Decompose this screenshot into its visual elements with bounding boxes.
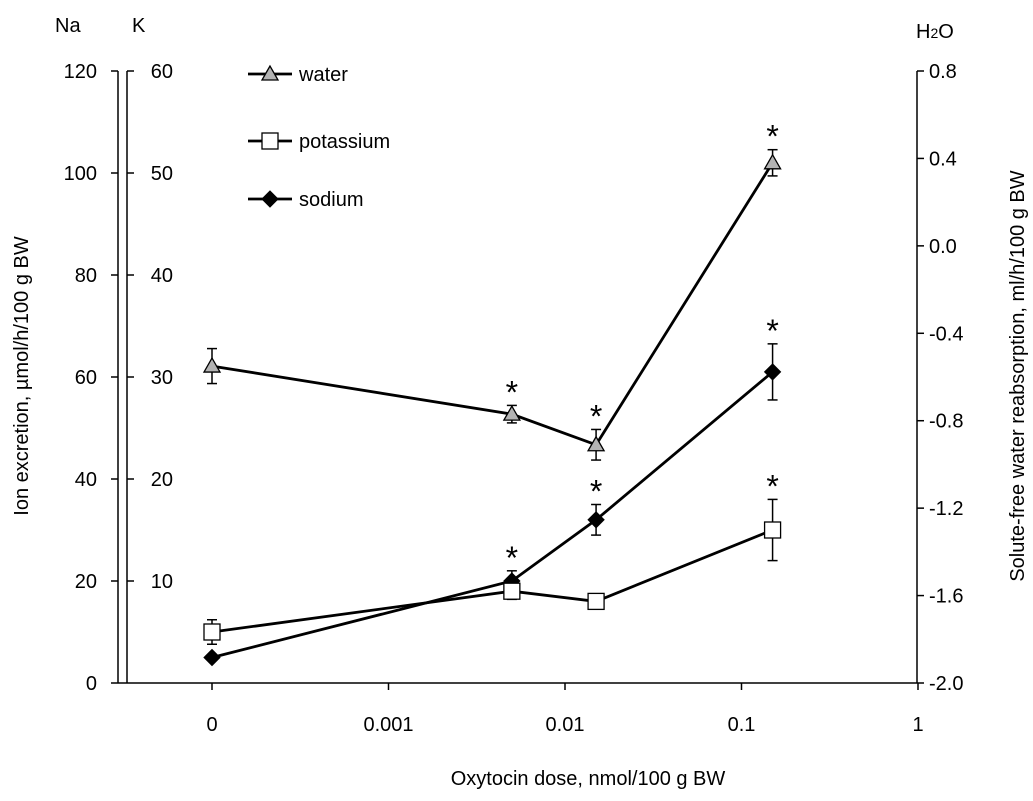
k-tick-label: 50 (151, 163, 173, 185)
potassium-marker (763, 521, 782, 539)
h2o-tick-label: 0.8 (929, 61, 957, 83)
water-significance-star: * (506, 374, 518, 410)
h2o-tick-label: 0.0 (929, 236, 957, 258)
x-tick-label: 0.001 (363, 714, 413, 736)
water-significance-star: * (590, 398, 602, 434)
na-tick-label: 0 (86, 673, 97, 695)
legend-item-potassium: potassium (248, 131, 390, 153)
k-tick-label: 10 (151, 571, 173, 593)
water-marker (502, 404, 521, 421)
sodium-line (211, 370, 774, 659)
y-axis-right-title: Solute-free water reabsorption, ml/h/100… (1007, 170, 1029, 581)
sodium-significance-star: * (590, 474, 602, 510)
k-axis-label: K (132, 15, 146, 37)
x-tick-label: 0 (206, 714, 217, 736)
na-tick-label: 40 (75, 469, 97, 491)
potassium-marker (261, 132, 279, 150)
h2o-tick-label: -2.0 (929, 673, 963, 695)
k-tick-label: 40 (151, 265, 173, 287)
legend-label-potassium: potassium (299, 131, 390, 153)
x-tick-label: 0.1 (728, 714, 756, 736)
na-tick-label: 80 (75, 265, 97, 287)
sodium-significance-star: * (766, 313, 778, 349)
potassium-significance-star: * (766, 468, 778, 504)
y-axis-left-title: Ion excretion, µmol/h/100 g BW (11, 236, 33, 516)
potassium-marker (203, 623, 221, 641)
h2o-tick-label: -1.2 (929, 498, 963, 520)
na-tick-label: 120 (64, 61, 97, 83)
series-water: * * * (202, 119, 782, 461)
x-tick-label: 0.01 (546, 714, 585, 736)
legend-item-sodium: sodium (248, 189, 363, 211)
axes: 020406080100120102030405060-2.0-1.6-1.2-… (64, 61, 964, 736)
water-marker (260, 64, 280, 81)
legend-label-water: water (298, 64, 348, 86)
k-tick-label: 60 (151, 61, 173, 83)
potassium-marker (503, 582, 521, 600)
sodium-marker (261, 190, 279, 208)
h2o-label-sub: 2 (930, 25, 938, 41)
sodium-marker (587, 511, 605, 529)
sodium-marker (763, 363, 782, 381)
h2o-axis-label: H2O (916, 21, 954, 43)
h2o-tick-label: 0.4 (929, 148, 957, 170)
na-tick-label: 20 (75, 571, 97, 593)
legend-item-water: water (248, 64, 348, 86)
k-tick-label: 30 (151, 367, 173, 389)
legend-label-sodium: sodium (299, 189, 363, 211)
water-marker (763, 153, 782, 170)
potassium-marker (587, 592, 605, 611)
k-tick-label: 20 (151, 469, 173, 491)
series-potassium: * (203, 468, 782, 645)
legend: water potassium sodium (248, 64, 390, 211)
na-axis-label: Na (55, 15, 81, 37)
water-significance-star: * (766, 119, 778, 155)
series-layer: * * * * * * * (202, 119, 782, 667)
h2o-label-end: O (938, 21, 954, 43)
h2o-tick-label: -0.8 (929, 411, 963, 433)
h2o-tick-label: -0.4 (929, 323, 963, 345)
water-marker (202, 356, 222, 373)
na-tick-label: 100 (64, 163, 97, 185)
x-axis-title: Oxytocin dose, nmol/100 g BW (451, 768, 726, 790)
h2o-tick-label: -1.6 (929, 586, 963, 608)
sodium-marker (203, 648, 221, 667)
x-tick-label: 1 (912, 714, 923, 736)
water-line (211, 162, 774, 447)
na-tick-label: 60 (75, 367, 97, 389)
sodium-significance-star: * (506, 540, 518, 576)
water-marker (586, 435, 606, 452)
series-sodium: * * * (203, 313, 782, 667)
h2o-label-main: H (916, 21, 930, 43)
potassium-line (211, 528, 774, 634)
